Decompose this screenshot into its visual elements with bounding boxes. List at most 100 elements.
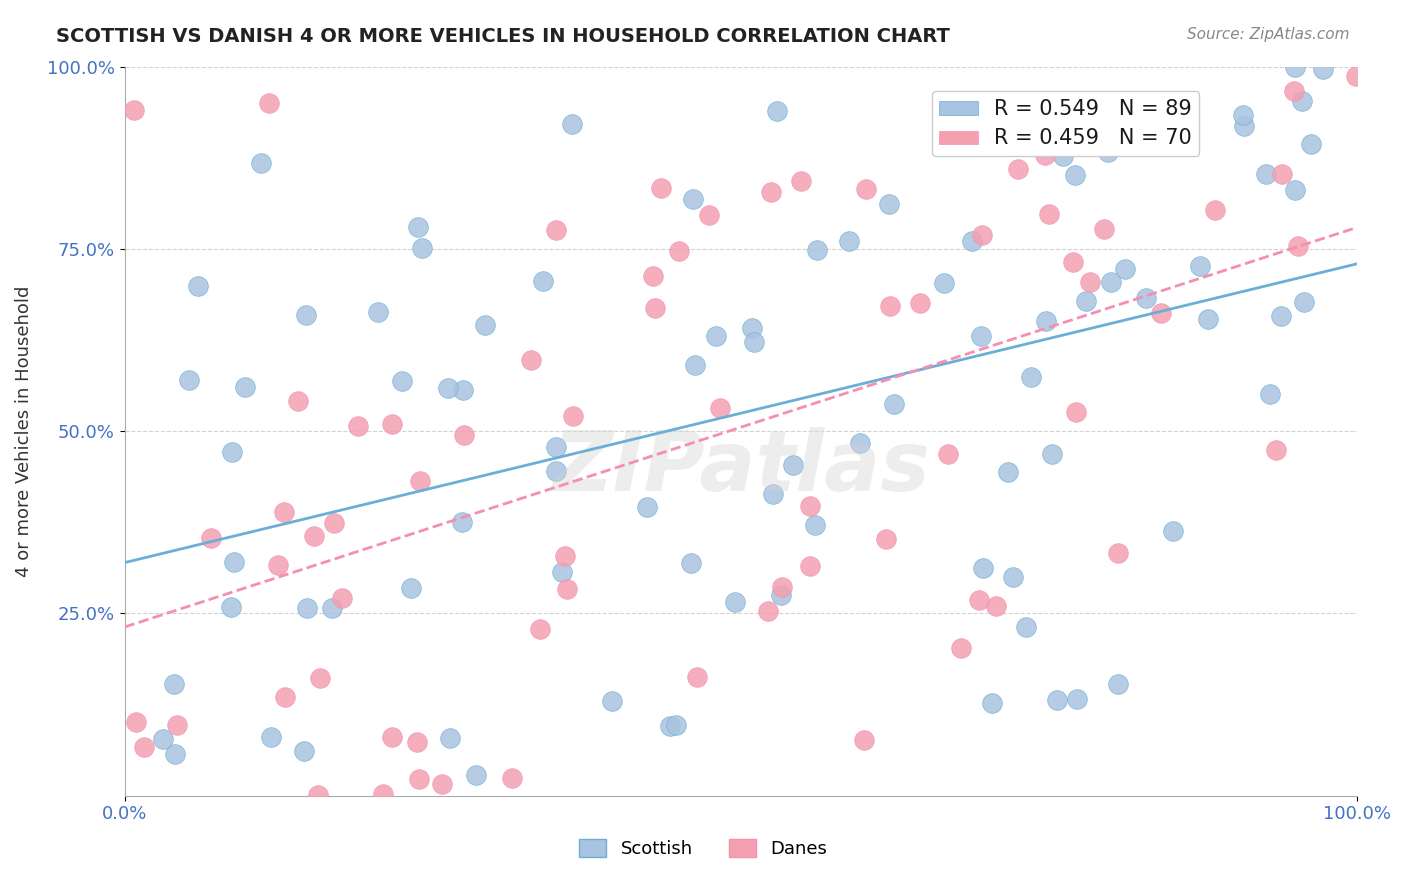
Point (1282, 84, 1305, 98)
Point (980, 696, 1002, 710)
Point (408, 219, 430, 234)
Point (554, 549, 576, 563)
Point (877, 196, 900, 211)
Point (741, 321, 763, 335)
Point (562, 409, 585, 423)
Point (1258, 387, 1281, 401)
Point (683, 358, 706, 372)
Point (555, 582, 578, 596)
Point (1063, 168, 1085, 182)
Point (295, 308, 318, 322)
Point (1204, 203, 1226, 218)
Point (408, 772, 430, 786)
Point (1107, 546, 1129, 560)
Point (659, 718, 682, 732)
Point (838, 234, 860, 248)
Point (1040, 447, 1063, 461)
Point (367, 305, 389, 319)
Point (934, 277, 956, 291)
Point (439, 731, 461, 745)
Point (391, 375, 413, 389)
Point (967, 592, 990, 607)
Point (257, 96, 280, 111)
Point (122, 103, 145, 117)
Point (519, 353, 541, 368)
Point (1076, 294, 1098, 309)
Point (936, 447, 959, 461)
Point (806, 243, 828, 257)
Point (1107, 677, 1129, 691)
Point (544, 223, 567, 237)
Point (665, 718, 688, 732)
Text: SCOTTISH VS DANISH 4 OR MORE VEHICLES IN HOUSEHOLD CORRELATION CHART: SCOTTISH VS DANISH 4 OR MORE VEHICLES IN… (56, 27, 950, 45)
Point (849, 436, 872, 450)
Point (950, 640, 973, 655)
Point (1254, 167, 1277, 181)
Point (883, 396, 905, 410)
Point (1114, 261, 1136, 276)
Point (292, 744, 315, 758)
Point (1232, 108, 1254, 122)
Point (1062, 123, 1084, 137)
Point (668, 244, 690, 259)
Point (1346, 69, 1368, 83)
Point (1270, 310, 1292, 324)
Point (451, 515, 474, 529)
Point (346, 418, 368, 433)
Legend: Scottish, Danes: Scottish, Danes (572, 831, 834, 865)
Point (679, 556, 702, 570)
Point (1284, 183, 1306, 197)
Point (855, 182, 877, 196)
Point (799, 559, 821, 574)
Point (411, 241, 433, 255)
Point (984, 599, 1007, 614)
Point (287, 394, 309, 409)
Point (1171, 135, 1194, 149)
Point (297, 601, 319, 615)
Point (1066, 692, 1088, 706)
Point (1078, 275, 1101, 289)
Point (1019, 370, 1042, 384)
Point (1292, 294, 1315, 309)
Point (770, 580, 793, 594)
Point (1007, 161, 1029, 176)
Y-axis label: 4 or more Vehicles in Household: 4 or more Vehicles in Household (15, 285, 32, 577)
Point (200, 531, 222, 545)
Point (686, 669, 709, 683)
Point (682, 193, 704, 207)
Point (162, 677, 184, 691)
Point (132, 740, 155, 755)
Point (636, 500, 658, 514)
Point (799, 499, 821, 513)
Point (546, 464, 568, 478)
Point (1312, 62, 1334, 77)
Point (233, 380, 256, 394)
Point (724, 595, 747, 609)
Point (756, 604, 779, 618)
Point (273, 505, 295, 519)
Point (1035, 313, 1057, 327)
Point (1189, 259, 1212, 273)
Point (330, 591, 353, 605)
Point (222, 555, 245, 569)
Point (1092, 222, 1115, 236)
Point (602, 694, 624, 708)
Point (187, 278, 209, 293)
Point (762, 487, 785, 501)
Point (1291, 94, 1313, 108)
Point (259, 730, 281, 744)
Point (650, 180, 672, 194)
Point (546, 441, 568, 455)
Point (1271, 167, 1294, 181)
Point (451, 383, 474, 397)
Point (177, 373, 200, 387)
Point (1002, 570, 1025, 584)
Point (409, 474, 432, 488)
Point (972, 561, 994, 575)
Point (267, 558, 290, 572)
Point (152, 731, 174, 746)
Point (644, 301, 666, 316)
Point (970, 227, 993, 242)
Point (769, 588, 792, 602)
Point (474, 318, 496, 332)
